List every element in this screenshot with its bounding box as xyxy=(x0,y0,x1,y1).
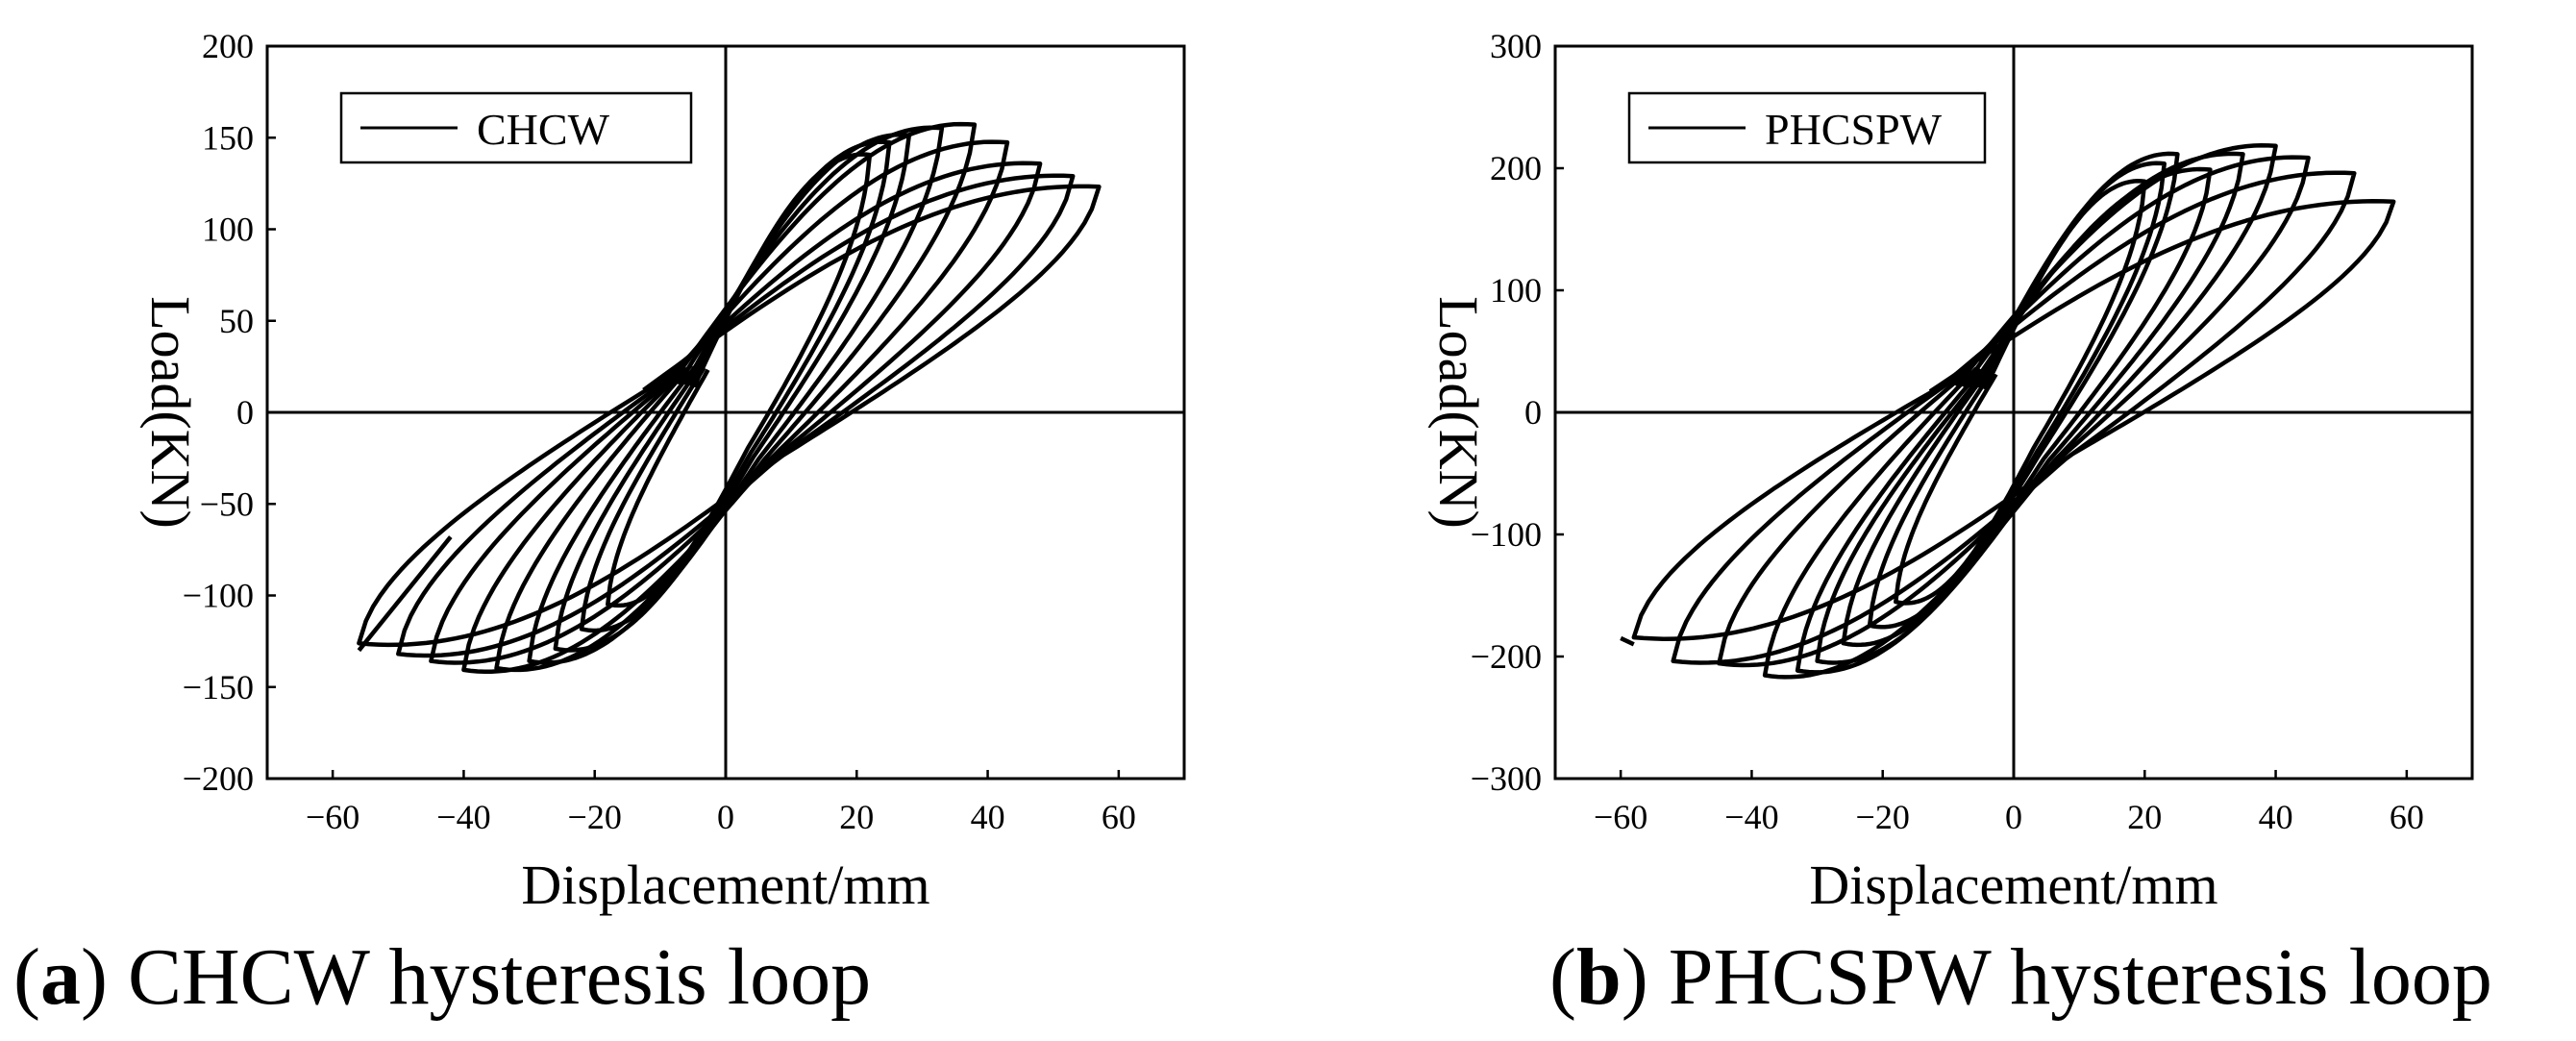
chart-0-y-tick-label: 200 xyxy=(202,27,254,65)
chart-0-loop-tail xyxy=(357,535,453,653)
chart-0-x-axis-label: Displacement/mm xyxy=(521,854,929,916)
chart-0-hysteresis-loop xyxy=(579,139,892,633)
chart-1-x-tick-label: 20 xyxy=(2127,798,2162,836)
chart-1-x-tick-label: −60 xyxy=(1594,798,1647,836)
chart-0-x-tick-label: −60 xyxy=(306,798,359,836)
chart-1-x-tick-label: 0 xyxy=(2005,798,2022,836)
chart-1-y-tick-label: −100 xyxy=(1471,515,1542,554)
chart-0-y-tick-label: −200 xyxy=(183,759,254,798)
caption-b: (b) PHCSPW hysteresis loop xyxy=(1549,932,2492,1022)
chart-b-svg: −60 −40 −20 0 20 40 60−300−200−1000100200300Di… xyxy=(1427,27,2474,916)
chart-1-y-tick-label: −300 xyxy=(1471,759,1542,798)
chart-0-x-tick-label: 60 xyxy=(1102,798,1136,836)
caption-a-text: CHCW hysteresis loop xyxy=(107,932,872,1022)
chart-1-hysteresis-loop xyxy=(1867,161,2167,630)
chart-a-svg: −60 −40 −20 0 20 40 60−200−150−100−50050100150… xyxy=(139,27,1186,916)
chart-1-x-tick-label: 40 xyxy=(2259,798,2293,836)
chart-0-hysteresis-loop xyxy=(553,132,912,653)
chart-0-y-tick-label: −150 xyxy=(183,668,254,706)
chart-0-legend-label: CHCW xyxy=(477,105,610,154)
chart-1-legend-label: PHCSPW xyxy=(1765,105,1943,154)
chart-0-y-tick-label: 150 xyxy=(202,118,254,157)
chart-0-hysteresis-loop xyxy=(429,161,1043,665)
chart-0-x-tick-label: −20 xyxy=(568,798,622,836)
chart-0-y-axis-label: Load(KN) xyxy=(139,296,202,529)
chart-0-hysteresis-loop xyxy=(527,125,945,665)
chart-1-y-axis-label: Load(KN) xyxy=(1427,296,1490,529)
chart-0-y-tick-label: 0 xyxy=(236,393,254,432)
chart-0-hysteresis-loop xyxy=(494,121,978,673)
chart-0-y-tick-label: 100 xyxy=(202,211,254,249)
chart-0-x-tick-label: −40 xyxy=(436,798,490,836)
chart-1-x-axis-label: Displacement/mm xyxy=(1809,854,2217,916)
chart-1-hysteresis-loop xyxy=(1795,151,2245,675)
chart-1-hysteresis-loop xyxy=(1841,151,2180,648)
chart-1-y-tick-label: 100 xyxy=(1490,271,1542,310)
chart-1-hysteresis-loop xyxy=(1717,155,2311,668)
chart-0-x-tick-label: 40 xyxy=(971,798,1005,836)
chart-1-hysteresis-loop xyxy=(1631,199,2396,641)
chart-1-loop-tail xyxy=(1620,635,1635,647)
caption-b-letter: b xyxy=(1575,932,1622,1022)
chart-1-x-tick-label: −40 xyxy=(1724,798,1778,836)
chart-1-y-tick-label: 300 xyxy=(1490,27,1542,65)
chart-0-x-tick-label: 20 xyxy=(839,798,874,836)
chart-0-hysteresis-loop xyxy=(357,184,1102,648)
chart-1-y-tick-label: −200 xyxy=(1471,637,1542,676)
chart-0-y-tick-label: −50 xyxy=(200,484,254,523)
chart-1-hysteresis-loop xyxy=(1894,179,2147,606)
chart-1-y-tick-label: 200 xyxy=(1490,149,1542,187)
chart-0-hysteresis-loop xyxy=(461,139,1010,675)
chart-panel-b: −60 −40 −20 0 20 40 60 −300 −200 −100 0 100 200 300 Di… xyxy=(1288,0,2576,923)
caption-a: (a) CHCW hysteresis loop xyxy=(13,932,872,1022)
chart-0-hysteresis-loop xyxy=(396,173,1076,658)
chart-0-y-tick-label: −100 xyxy=(183,577,254,615)
chart-1-y-tick-label: 0 xyxy=(1524,393,1542,432)
chart-1-x-tick-label: −20 xyxy=(1856,798,1910,836)
caption-b-text: PHCSPW hysteresis loop xyxy=(1647,932,2492,1022)
chart-panel-a: −60 −40 −20 0 20 40 60 −200 −150 −100 −50 0 50 100 150… xyxy=(0,0,1288,923)
chart-1-x-tick-label: 60 xyxy=(2390,798,2424,836)
chart-0-x-tick-label: 0 xyxy=(717,798,734,836)
caption-a-letter: a xyxy=(39,932,81,1022)
chart-0-y-tick-label: 50 xyxy=(219,302,254,340)
